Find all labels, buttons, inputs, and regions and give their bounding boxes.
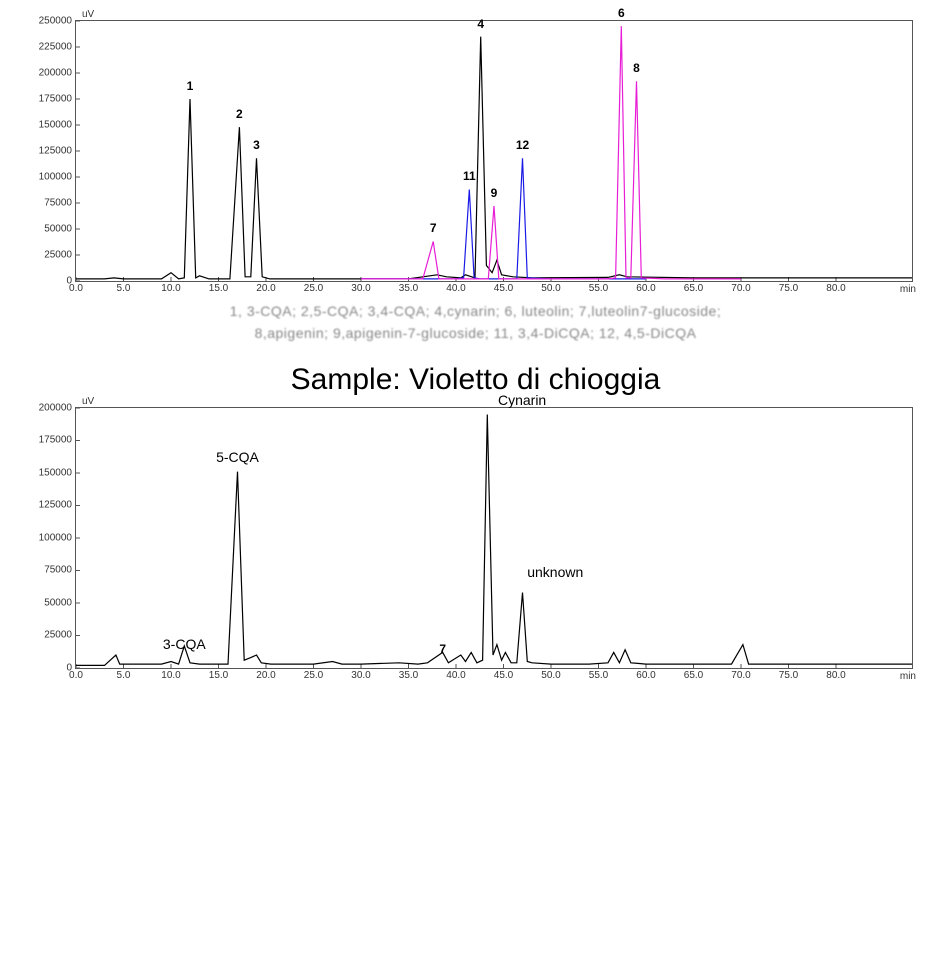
- peak-label: 5-CQA: [216, 449, 259, 467]
- peak-label: 12: [516, 138, 529, 154]
- x-tick: 30.0: [351, 668, 370, 681]
- x-tick: 70.0: [731, 668, 750, 681]
- peak-label: 1: [187, 79, 194, 95]
- y-unit-label: uV: [82, 9, 94, 20]
- peak-label: 3-CQA: [163, 636, 206, 654]
- x-tick: 20.0: [256, 281, 275, 294]
- x-tick: 5.0: [117, 281, 131, 294]
- x-tick: 40.0: [446, 281, 465, 294]
- x-tick: 50.0: [541, 668, 560, 681]
- y-unit-label: uV: [82, 396, 94, 407]
- peak-label: 6: [618, 6, 625, 22]
- y-tick: 250000: [39, 16, 76, 27]
- x-tick: 35.0: [399, 668, 418, 681]
- peak-label: 11: [463, 169, 476, 185]
- x-tick: 65.0: [684, 281, 703, 294]
- y-tick: 50000: [44, 597, 76, 608]
- x-tick: 70.0: [731, 281, 750, 294]
- x-tick: 40.0: [446, 668, 465, 681]
- x-tick: 80.0: [826, 281, 845, 294]
- x-tick: 75.0: [779, 668, 798, 681]
- y-tick: 25000: [44, 630, 76, 641]
- x-tick: 10.0: [161, 668, 180, 681]
- peak-label: 7: [430, 221, 437, 237]
- y-tick: 175000: [39, 94, 76, 105]
- y-tick: 150000: [39, 120, 76, 131]
- x-tick: 75.0: [779, 281, 798, 294]
- trace-black-trace: [76, 414, 912, 665]
- y-tick: 25000: [44, 250, 76, 261]
- legend-line-1: 1, 3-CQA; 2,5-CQA; 3,4-CQA; 4,cynarin; 6…: [80, 300, 871, 322]
- x-tick: 30.0: [351, 281, 370, 294]
- x-unit-label: min: [900, 284, 916, 295]
- trace-black-trace: [76, 37, 912, 279]
- x-tick: 15.0: [209, 668, 228, 681]
- plot-area: [76, 408, 912, 668]
- x-tick: 60.0: [636, 668, 655, 681]
- plot-area: [76, 21, 912, 281]
- y-tick: 125000: [39, 146, 76, 157]
- y-tick: 125000: [39, 500, 76, 511]
- y-tick: 100000: [39, 532, 76, 543]
- trace-magenta-trace: [361, 26, 741, 279]
- x-tick: 65.0: [684, 668, 703, 681]
- x-unit-label: min: [900, 671, 916, 682]
- y-tick: 50000: [44, 224, 76, 235]
- x-tick: 80.0: [826, 668, 845, 681]
- peak-legend: 1, 3-CQA; 2,5-CQA; 3,4-CQA; 4,cynarin; 6…: [80, 300, 871, 345]
- peak-label: 2: [236, 107, 243, 123]
- y-tick: 175000: [39, 435, 76, 446]
- x-tick: 55.0: [589, 281, 608, 294]
- x-tick: 5.0: [117, 668, 131, 681]
- x-tick: 45.0: [494, 668, 513, 681]
- peak-label: 3: [253, 138, 260, 154]
- x-tick: 20.0: [256, 668, 275, 681]
- x-tick: 35.0: [399, 281, 418, 294]
- peak-label: 7: [439, 642, 446, 658]
- x-tick: 60.0: [636, 281, 655, 294]
- sample-title: Sample: Violetto di chioggia: [20, 363, 931, 397]
- x-tick: 10.0: [161, 281, 180, 294]
- peak-label: unknown: [527, 564, 583, 582]
- x-tick: 25.0: [304, 281, 323, 294]
- chromatogram-standards: uV min 025000500007500010000012500015000…: [75, 20, 913, 282]
- y-tick: 100000: [39, 172, 76, 183]
- peak-label: 9: [491, 186, 498, 202]
- y-tick: 150000: [39, 467, 76, 478]
- x-tick: 50.0: [541, 281, 560, 294]
- legend-line-2: 8,apigenin; 9,apigenin-7-glucoside; 11, …: [80, 322, 871, 344]
- y-tick: 200000: [39, 68, 76, 79]
- y-tick: 75000: [44, 198, 76, 209]
- x-tick: 0.0: [69, 668, 83, 681]
- chromatogram-sample: uV min 025000500007500010000012500015000…: [75, 407, 913, 669]
- y-tick: 75000: [44, 565, 76, 576]
- x-tick: 25.0: [304, 668, 323, 681]
- peak-label: Cynarin: [498, 392, 546, 410]
- y-tick: 200000: [39, 402, 76, 413]
- x-tick: 55.0: [589, 668, 608, 681]
- y-tick: 225000: [39, 42, 76, 53]
- peak-label: 4: [477, 17, 484, 33]
- page-root: uV min 025000500007500010000012500015000…: [0, 0, 951, 689]
- x-tick: 0.0: [69, 281, 83, 294]
- x-tick: 15.0: [209, 281, 228, 294]
- peak-label: 8: [633, 61, 640, 77]
- trace-blue-trace: [361, 158, 646, 279]
- x-tick: 45.0: [494, 281, 513, 294]
